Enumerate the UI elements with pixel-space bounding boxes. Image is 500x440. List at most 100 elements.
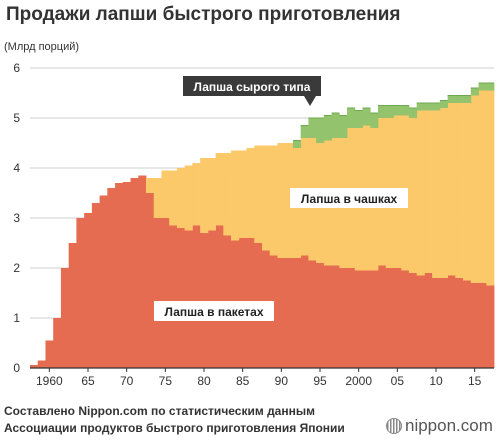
fresh-bar [432, 103, 440, 111]
cup-bar [154, 178, 162, 218]
packet-bar [293, 258, 301, 368]
cup-bar [223, 153, 231, 236]
fresh-bar [370, 113, 378, 128]
cup-bar [146, 178, 154, 193]
packet-series-label: Лапша в пакетах [164, 305, 263, 319]
y-tick-label: 4 [13, 161, 20, 175]
cup-bar [169, 171, 177, 226]
nippon-logo-icon [386, 418, 402, 434]
cup-bar [424, 111, 432, 274]
packet-bar [200, 233, 208, 368]
x-tick-label: 65 [81, 374, 95, 388]
packet-bar [53, 318, 61, 368]
cup-label-group: Лапша в чашках [290, 188, 408, 208]
cup-bar [231, 151, 239, 241]
cup-bar [440, 108, 448, 278]
packet-bar [76, 218, 84, 368]
cup-bar [448, 103, 456, 276]
cup-bar [177, 168, 185, 228]
fresh-bar [455, 96, 463, 104]
packet-bar [169, 226, 177, 369]
source-line-1: Составлено Nippon.com по статистическим … [4, 404, 315, 418]
fresh-bar [378, 106, 386, 119]
packet-bar [448, 276, 456, 369]
x-tick-label: 2000 [345, 374, 372, 388]
x-tick-label: 95 [313, 374, 327, 388]
packet-bar [417, 276, 425, 369]
packet-bar [401, 271, 409, 369]
cup-bar [471, 96, 479, 284]
cup-bar [254, 146, 262, 244]
source-line-2: Ассоциации продуктов быстрого приготовле… [4, 421, 345, 435]
y-tick-label: 1 [13, 311, 20, 325]
cup-bar [216, 153, 224, 226]
cup-bar [455, 103, 463, 278]
packet-bar [84, 213, 92, 368]
fresh-bar [448, 96, 456, 104]
packet-bar [185, 231, 193, 369]
cup-bar [432, 111, 440, 279]
fresh-bar [301, 126, 309, 139]
brand-logo: nippon.com [386, 416, 493, 436]
packet-bar [146, 193, 154, 368]
y-tick-label: 0 [13, 361, 20, 375]
fresh-bar [393, 106, 401, 116]
packet-bar [355, 271, 363, 369]
packet-bar [301, 256, 309, 369]
cup-bar [262, 146, 270, 251]
brand-text: nippon.com [405, 416, 493, 436]
x-tick-label: 1960 [36, 374, 63, 388]
packet-bar [107, 188, 115, 368]
cup-bar [239, 151, 247, 239]
packet-bar [69, 243, 77, 368]
packet-bar [424, 273, 432, 368]
x-tick-label: 85 [236, 374, 250, 388]
fresh-series-label: Лапша сырого типа [194, 80, 311, 94]
fresh-bar [293, 141, 301, 149]
packet-bar [440, 278, 448, 368]
cup-bar [208, 158, 216, 231]
packet-bar [115, 183, 123, 368]
packet-bar [208, 231, 216, 369]
packet-bar [370, 271, 378, 369]
packet-bar [161, 218, 169, 368]
fresh-bar [347, 108, 355, 128]
packet-bar [455, 278, 463, 368]
packet-bar [277, 258, 285, 368]
y-tick-label: 3 [13, 211, 20, 225]
packet-bar [61, 268, 69, 368]
fresh-bar [324, 116, 332, 141]
cup-bar [270, 146, 278, 256]
fresh-bar [332, 113, 340, 138]
packet-bar [123, 182, 131, 368]
packet-bar [332, 266, 340, 369]
fresh-bar [440, 101, 448, 109]
fresh-callout: Лапша сырого типа [183, 76, 321, 106]
cup-bar [277, 143, 285, 258]
cup-bar [479, 91, 487, 284]
packet-bar [45, 341, 53, 369]
area-layer [30, 83, 494, 368]
y-tick-label: 5 [13, 111, 20, 125]
fresh-bar [386, 106, 394, 119]
fresh-bar [401, 106, 409, 116]
x-tick-label: 15 [468, 374, 482, 388]
fresh-bar [417, 103, 425, 111]
y-axis-label: (Млрд порций) [4, 41, 79, 53]
chart-svg: (Млрд порций) 0 1 2 3 4 5 6 1960 65 70 75 80 85 90 95 2… [0, 0, 500, 400]
y-tick-label: 2 [13, 261, 20, 275]
x-tick-label: 05 [391, 374, 405, 388]
packet-bar [216, 226, 224, 369]
packet-bar [339, 268, 347, 368]
cup-bar [200, 158, 208, 233]
x-tick-label: 70 [120, 374, 134, 388]
packet-bar [324, 266, 332, 369]
packet-bar [131, 178, 139, 368]
fresh-bar [409, 108, 417, 118]
packet-bar [378, 266, 386, 369]
packet-bar [92, 203, 100, 368]
fresh-bar [479, 83, 487, 91]
packet-bar [308, 261, 316, 369]
fresh-bar [316, 118, 324, 143]
packet-bar [471, 283, 479, 368]
